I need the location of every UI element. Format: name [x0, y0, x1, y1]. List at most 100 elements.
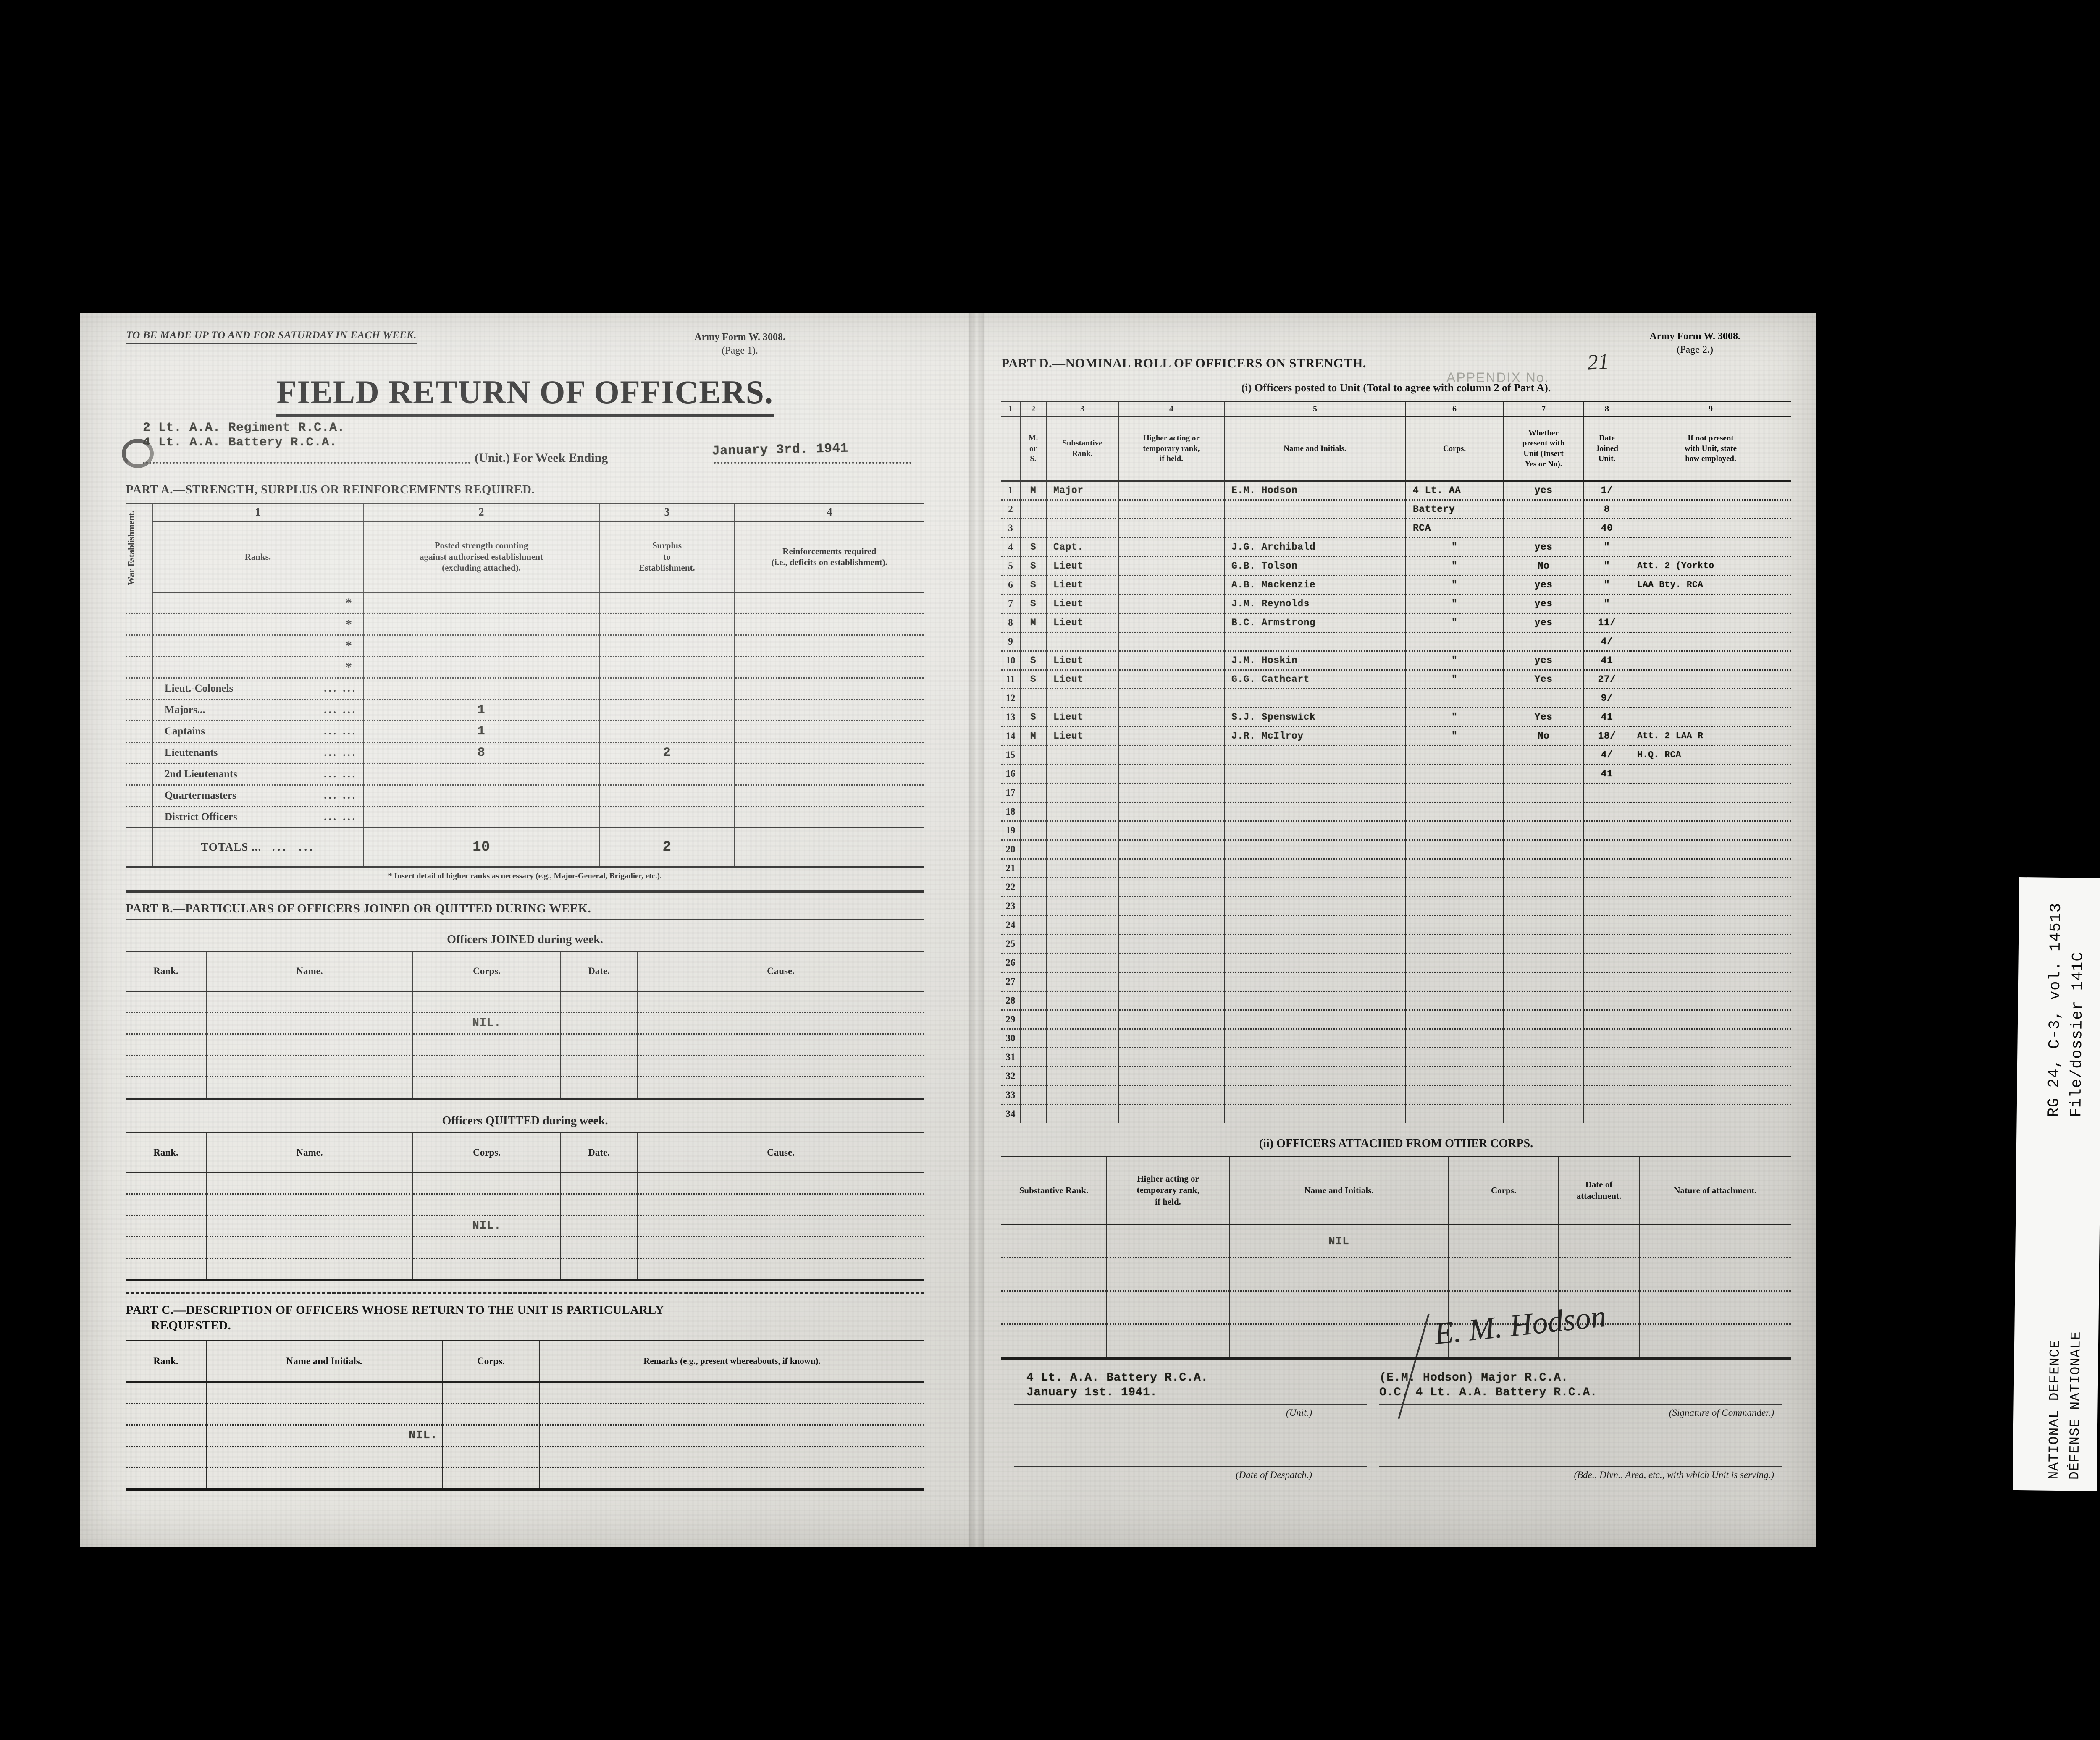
cell-higher-rank: [1118, 726, 1225, 746]
cell-notes: Att. 2 LAA R: [1630, 726, 1791, 746]
surplus-value: [599, 699, 735, 721]
table-row: [126, 1172, 924, 1195]
row-number: 13: [1001, 708, 1021, 727]
table-row: 23: [1001, 896, 1791, 916]
cell-date: [1558, 1291, 1640, 1325]
cell-notes: [1630, 859, 1791, 878]
table-row: NIL.: [126, 1012, 924, 1035]
cell-corps: [1405, 783, 1504, 803]
table-row: Lieutenants... ... 8 2: [126, 742, 924, 764]
cell-corps: ": [1405, 651, 1504, 671]
cell-corps: ": [1405, 670, 1504, 689]
table-row: [1001, 1324, 1791, 1360]
cell-date-joined: [1583, 840, 1630, 860]
document-page-spread: TO BE MADE UP TO AND FOR SATURDAY IN EAC…: [80, 313, 1816, 1547]
we-cell: [126, 699, 153, 721]
partc-colhdr-rank: Rank.: [126, 1340, 207, 1383]
cell-present: [1503, 991, 1584, 1011]
table-row: [126, 1034, 924, 1056]
surplus-value: [599, 785, 735, 807]
row-number: 23: [1001, 896, 1021, 916]
cell-higher-rank: [1118, 670, 1225, 689]
cell-corps: [1405, 1067, 1504, 1086]
cell-name: [1224, 821, 1406, 841]
officers-attached-table: Substantive Rank. Higher acting or tempo…: [1001, 1156, 1791, 1360]
cell-m-or-s: [1020, 915, 1047, 935]
cell-notes: [1630, 1104, 1791, 1123]
part-a-totals-row: TOTALS ... ... ... 10 2: [126, 827, 924, 868]
part-c-header-row: Rank. Name and Initials. Corps. Remarks …: [126, 1340, 924, 1383]
cell-higher-rank: [1118, 764, 1225, 784]
posted-value: [363, 806, 600, 828]
cell-name: G.G. Cathcart: [1224, 670, 1406, 689]
cell-corps: [1405, 764, 1504, 784]
cell-date: [560, 1055, 638, 1077]
table-row: [126, 1382, 924, 1404]
table-row: 13 S Lieut S.J. Spenswick " Yes 41: [1001, 708, 1791, 727]
cell-notes: LAA Bty. RCA: [1630, 575, 1791, 595]
commander-underline: [1379, 1403, 1782, 1405]
reinf-value: [734, 721, 924, 743]
cell-cause: [637, 1012, 924, 1035]
part-a-footnote: * Insert detail of higher ranks as neces…: [388, 871, 662, 880]
row-number: 19: [1001, 821, 1021, 841]
cell-rank: [126, 1194, 207, 1216]
partd-colhdr-substantive-rank: Substantive Rank.: [1046, 417, 1119, 482]
part-a-colnum-4: 4: [734, 503, 924, 522]
cell-notes: [1630, 821, 1791, 841]
cell-corps: ": [1405, 726, 1504, 746]
cell-name: E.M. Hodson: [1224, 481, 1406, 501]
cell-date: [1558, 1258, 1640, 1292]
quitted-colhdr-corps: Corps.: [412, 1132, 561, 1173]
cell-present: yes: [1503, 481, 1584, 501]
cell-corps: [1405, 745, 1504, 765]
cell-higher-rank: [1118, 500, 1225, 519]
table-row: 7 S Lieut J.M. Reynolds " yes ": [1001, 594, 1791, 614]
table-row: 24: [1001, 915, 1791, 935]
cell-substantive-rank: [1046, 1010, 1119, 1030]
cell-corps: Battery: [1405, 500, 1504, 519]
cell-m-or-s: [1020, 934, 1047, 954]
cell-m-or-s: [1020, 500, 1047, 519]
cell-higher-rank: [1118, 745, 1225, 765]
cell-name: J.M. Hoskin: [1224, 651, 1406, 671]
quitted-colhdr-cause: Cause.: [637, 1132, 924, 1173]
cell-rank: [126, 1467, 207, 1491]
cell-corps: [1448, 1291, 1559, 1325]
cell-corps: [1405, 1010, 1504, 1030]
part-a-side-label-cell: War Establishment.: [126, 503, 153, 592]
table-row: 34: [1001, 1104, 1791, 1123]
part-d-ii-heading: (ii) OFFICERS ATTACHED FROM OTHER CORPS.: [1259, 1137, 1533, 1150]
cell-corps: [1405, 972, 1504, 992]
partd-colhdr-present: Whether present with Unit (Insert Yes or…: [1503, 417, 1584, 482]
cell-higher-rank: [1118, 934, 1225, 954]
formation-underline: [1379, 1465, 1782, 1467]
cell-notes: [1630, 991, 1791, 1011]
cell-date-joined: [1583, 1085, 1630, 1105]
partd-colnum-6: 6: [1405, 401, 1504, 417]
officers-quitted-table: Rank. Name. Corps. Date. Cause. NIL.: [126, 1132, 924, 1281]
table-row: NIL: [1001, 1224, 1791, 1258]
cell-name: [206, 1446, 443, 1468]
cell-notes: [1630, 594, 1791, 614]
cell-notes: [1630, 1010, 1791, 1030]
cell-date-joined: 9/: [1583, 689, 1630, 708]
cell-remarks: [539, 1425, 924, 1447]
cell-substantive-rank: Lieut: [1046, 708, 1119, 727]
row-number: 22: [1001, 878, 1021, 897]
cell-corps: [1405, 896, 1504, 916]
cell-higher-rank: [1118, 953, 1225, 973]
page-gutter: [969, 313, 984, 1547]
cell-date-joined: [1583, 1067, 1630, 1086]
row-number: 12: [1001, 689, 1021, 708]
part-a-colhdr-posted-strength: Posted strength counting against authori…: [363, 521, 600, 593]
cell-name: [1224, 500, 1406, 519]
cell-substantive-rank: [1046, 500, 1119, 519]
table-row: 10 S Lieut J.M. Hoskin " yes 41: [1001, 651, 1791, 671]
partd-colnum-9: 9: [1630, 401, 1791, 417]
cell-m-or-s: [1020, 859, 1047, 878]
cell-notes: [1630, 519, 1791, 538]
cell-corps: [442, 1403, 540, 1426]
partd-colnum-4: 4: [1118, 401, 1225, 417]
cell-corps: [1448, 1324, 1559, 1360]
